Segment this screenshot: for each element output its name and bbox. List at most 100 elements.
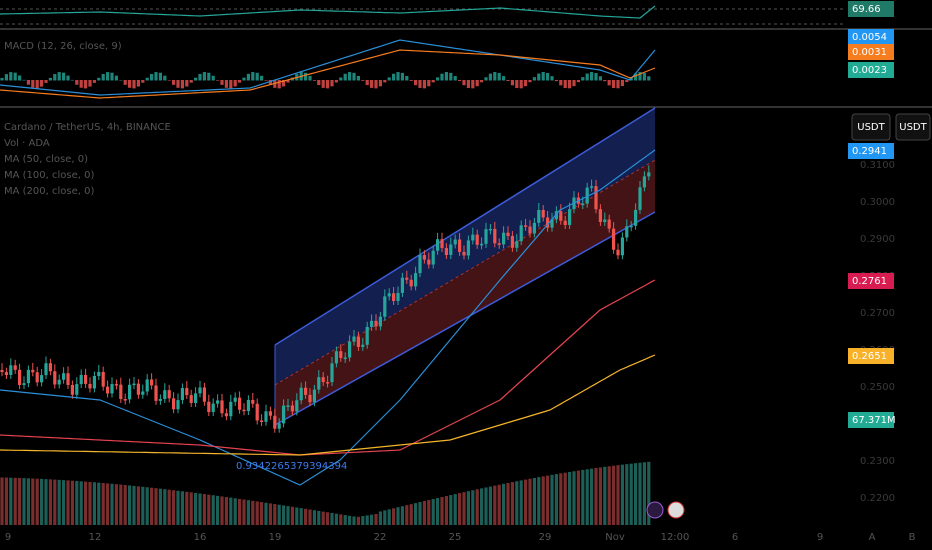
candle-body — [176, 400, 180, 410]
macd-hist — [568, 80, 572, 89]
time-axis: 9 12 16 19 22 25 29 Nov 12:00 6 9 A B — [5, 532, 916, 543]
volume-bar — [585, 469, 589, 525]
price-tag-label: 0.2651 — [852, 351, 887, 362]
macd-hist — [35, 80, 39, 89]
candle-body — [524, 225, 528, 227]
time-label: 9 — [817, 532, 823, 543]
macd-hist — [4, 74, 8, 81]
volume-bar — [246, 500, 250, 525]
time-label: Nov — [605, 532, 625, 543]
volume-bar — [642, 462, 646, 525]
candle-body — [612, 228, 616, 250]
macd-hist — [84, 80, 88, 89]
macd-hist — [392, 73, 396, 81]
candle-body — [211, 403, 215, 413]
macd-hist — [414, 80, 418, 86]
volume-bar — [202, 494, 206, 525]
macd-hist — [502, 76, 506, 81]
candle-body — [92, 375, 96, 389]
candle-body — [334, 351, 338, 364]
candle-body — [233, 397, 237, 402]
volume-bar — [295, 507, 299, 525]
candle-body — [31, 369, 35, 373]
volume-bar — [568, 471, 572, 525]
candle-body — [202, 387, 206, 402]
currency-label[interactable]: USDT — [857, 122, 885, 133]
signal-line — [0, 49, 656, 99]
currency-button[interactable] — [851, 113, 891, 141]
volume-bar — [282, 505, 286, 525]
macd-hist — [136, 80, 140, 87]
candle-body — [409, 279, 413, 287]
candle-body — [532, 222, 536, 234]
volume-bar — [233, 498, 237, 525]
volume-bar — [92, 482, 96, 525]
volume-bar — [339, 514, 343, 525]
macd-hist — [634, 73, 638, 81]
macd-hist — [123, 80, 127, 85]
volume-bar — [317, 510, 321, 525]
event-icon[interactable] — [646, 501, 664, 519]
macd-hist — [334, 80, 338, 83]
candle-body — [546, 217, 550, 228]
candle-body — [405, 277, 409, 280]
candle-body — [554, 211, 558, 220]
volume-bar — [440, 497, 444, 525]
candle-body — [312, 389, 316, 403]
currency-label[interactable]: USDT — [899, 122, 927, 133]
candle-body — [440, 239, 444, 249]
currency-button[interactable] — [895, 113, 931, 141]
macd-hist — [0, 77, 4, 81]
volume-bar — [480, 488, 484, 525]
volume-bar — [370, 514, 374, 525]
volume-bar — [57, 479, 61, 525]
volume-bar — [114, 484, 118, 525]
price-tag — [848, 348, 894, 364]
event-icon[interactable] — [667, 501, 685, 519]
candle-body — [444, 248, 448, 255]
macd-hist — [66, 75, 70, 81]
legend-item: MA (200, close, 0) — [4, 186, 94, 197]
candle-body — [374, 320, 378, 327]
volume-bar — [70, 480, 74, 525]
macd-hist — [572, 80, 576, 87]
volume-bar — [207, 494, 211, 525]
candle-body — [255, 403, 259, 421]
volume-bar — [4, 477, 8, 525]
volume-bar — [268, 503, 272, 525]
price-tag-label: 0.0031 — [852, 47, 887, 58]
volume-bar — [185, 491, 189, 525]
macd-hist — [506, 80, 510, 82]
macd-hist — [189, 80, 193, 83]
macd-hist — [546, 72, 550, 81]
candle-body — [488, 228, 492, 231]
candle-body — [585, 187, 589, 204]
volume-bar — [537, 477, 541, 525]
macd-hist — [493, 72, 497, 81]
volume-bar — [488, 486, 492, 525]
candle-body — [620, 237, 624, 256]
candle-body — [563, 220, 567, 225]
macd-hist — [370, 80, 374, 88]
macd-hist — [356, 75, 360, 81]
candle-body — [277, 423, 281, 429]
volume-bar — [110, 483, 114, 525]
volume-bar — [387, 509, 391, 525]
volume-bar — [304, 508, 308, 525]
candle-body — [154, 385, 158, 401]
volume-bar — [154, 488, 158, 525]
volume-bar — [299, 508, 303, 525]
candle-body — [400, 277, 404, 293]
candle-body — [581, 203, 585, 206]
price-tag-label: 0.0054 — [852, 32, 887, 43]
volume-bar — [475, 489, 479, 525]
volume-bar — [141, 486, 145, 525]
macd-hist — [462, 80, 466, 86]
time-label: 9 — [5, 532, 11, 543]
ma-50 — [0, 149, 656, 486]
volume-bar — [598, 467, 602, 525]
candle-body — [114, 384, 118, 386]
candle-body — [559, 211, 563, 221]
macd-hist — [53, 74, 57, 81]
volume-bar — [607, 466, 611, 525]
